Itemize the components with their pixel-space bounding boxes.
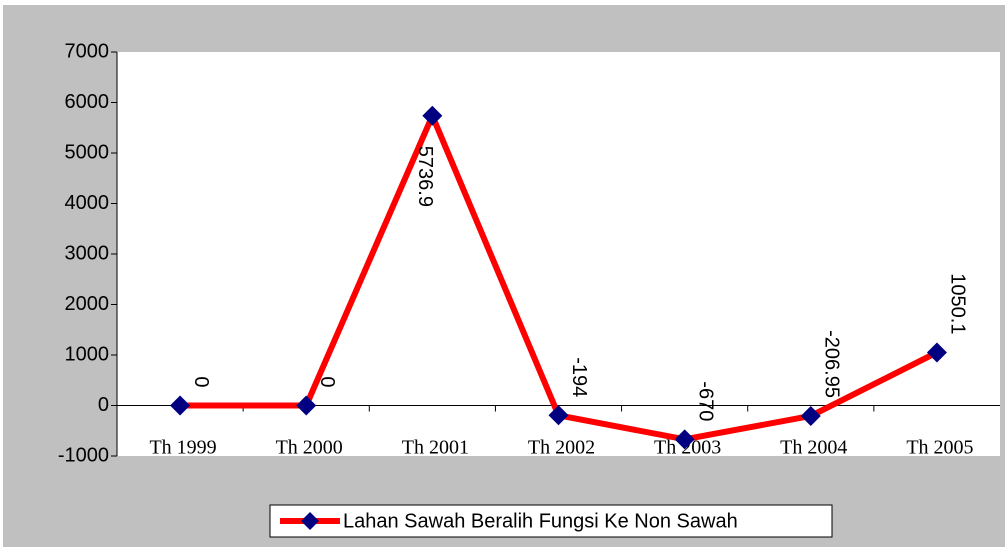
x-tick-label: Th 1999 — [149, 437, 216, 459]
data-label: 5736.9 — [414, 146, 436, 207]
data-label: 1050.1 — [947, 273, 969, 334]
y-tick-label: 2000 — [65, 293, 110, 315]
data-label: -670 — [694, 381, 716, 421]
plot-area — [117, 52, 1000, 456]
x-tick-label: Th 2001 — [402, 437, 469, 459]
marker — [926, 342, 947, 363]
data-label: 0 — [190, 376, 212, 387]
marker — [674, 429, 695, 450]
x-tick-label: Th 2000 — [276, 437, 343, 459]
y-tick-label: 3000 — [65, 242, 110, 264]
y-tick-label: 1000 — [65, 343, 110, 365]
y-tick-label: 6000 — [65, 91, 110, 113]
x-tick-label: Th 2005 — [906, 437, 973, 459]
x-tick-label: Th 2004 — [780, 437, 847, 459]
data-label: -206.95 — [821, 330, 843, 398]
legend-label: Lahan Sawah Beralih Fungsi Ke Non Sawah — [343, 510, 738, 532]
legend — [269, 504, 833, 538]
marker — [422, 105, 443, 126]
data-label: -194 — [568, 357, 590, 397]
marker — [800, 405, 821, 426]
marker — [296, 395, 317, 416]
y-tick-label: 0 — [98, 394, 109, 416]
y-tick-label: -1000 — [58, 444, 109, 466]
x-tick-label: Th 2002 — [528, 437, 595, 459]
y-tick-label: 5000 — [65, 141, 110, 163]
marker — [170, 395, 191, 416]
marker — [548, 405, 569, 426]
y-tick-label: 4000 — [65, 192, 110, 214]
legend-marker — [301, 512, 319, 530]
x-tick-label: Th 2003 — [654, 437, 721, 459]
data-label: 0 — [316, 376, 338, 387]
y-tick-label: 7000 — [65, 40, 110, 62]
